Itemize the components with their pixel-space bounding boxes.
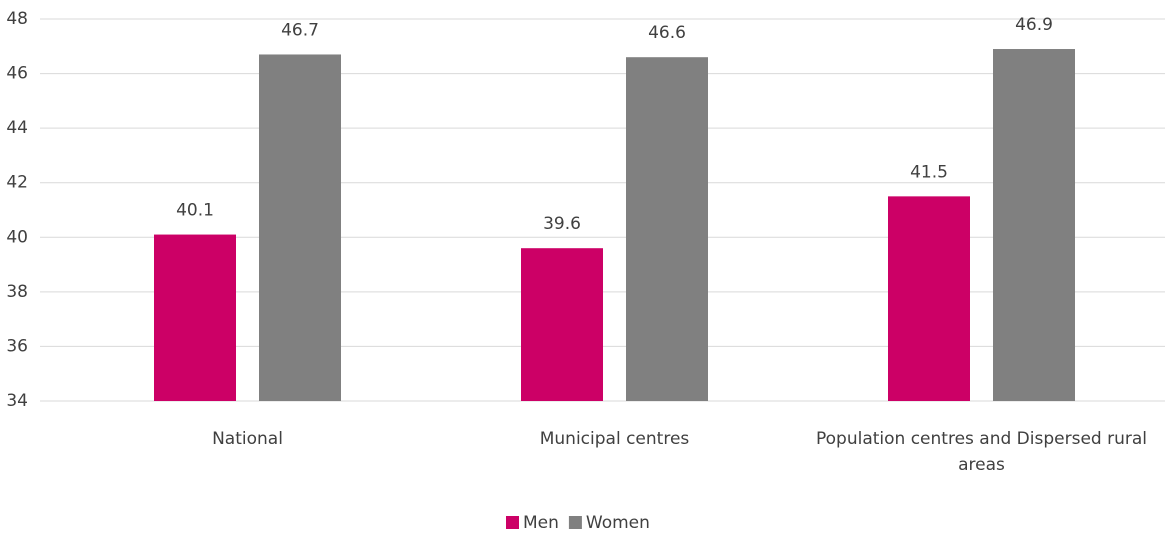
y-tick-label: 44 xyxy=(6,118,28,138)
legend-label: Men xyxy=(523,513,559,533)
x-tick-label: Population centres and Dispersed rural a… xyxy=(815,429,1147,475)
y-tick-label: 48 xyxy=(6,9,28,29)
data-label: 40.1 xyxy=(176,201,214,221)
bar xyxy=(154,234,236,401)
data-label: 46.9 xyxy=(1015,15,1053,35)
data-label: 46.7 xyxy=(281,20,319,40)
legend-swatch xyxy=(506,516,519,529)
bar xyxy=(626,57,708,401)
x-tick-label-box: Population centres and Dispersed rural a… xyxy=(815,429,1147,475)
legend-label: Women xyxy=(586,513,650,533)
y-tick-label: 46 xyxy=(6,64,28,84)
y-tick-label: 40 xyxy=(6,227,28,247)
y-tick-label: 42 xyxy=(6,173,28,193)
bar xyxy=(259,54,341,401)
x-tick-label: Municipal centres xyxy=(539,429,690,449)
data-label: 41.5 xyxy=(910,162,948,182)
y-tick-label: 34 xyxy=(6,391,28,411)
legend: Men Women xyxy=(506,513,650,533)
x-tick-label-box: National xyxy=(212,429,283,449)
y-tick-label: 38 xyxy=(6,282,28,302)
legend-swatch xyxy=(568,516,582,529)
bar xyxy=(993,49,1075,402)
y-tick-label: 36 xyxy=(6,336,28,356)
x-tick-label: National xyxy=(212,429,283,449)
data-label: 39.6 xyxy=(543,214,581,234)
bar xyxy=(888,196,970,401)
data-label: 46.6 xyxy=(648,23,686,43)
x-tick-label-box: Municipal centres xyxy=(539,429,690,449)
bar xyxy=(521,248,603,401)
